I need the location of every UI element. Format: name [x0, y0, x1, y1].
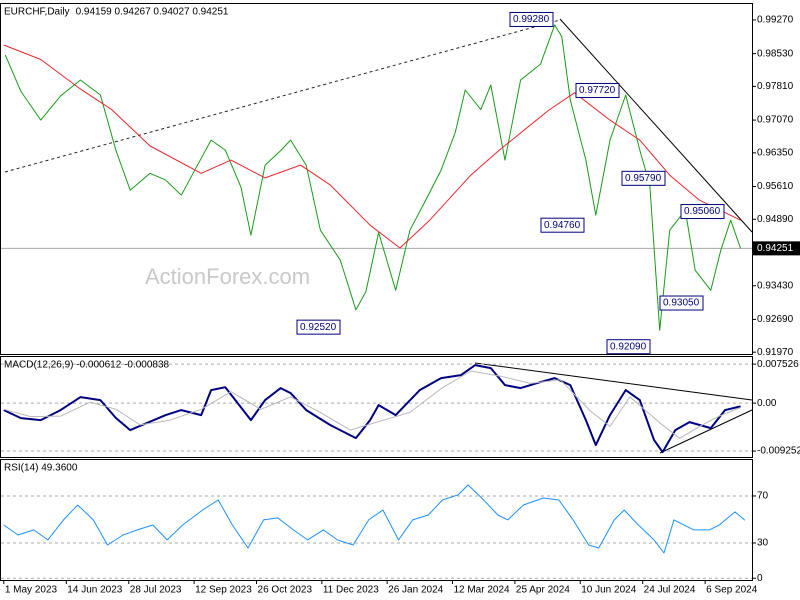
y-tick-label: 0.97810 [757, 81, 794, 92]
x-tick-label: 10 Jun 2024 [581, 585, 636, 596]
y-tick-label: 0.95610 [757, 181, 794, 192]
last-price-tag [753, 241, 800, 256]
y-tick-label: 0.96350 [757, 147, 794, 158]
price-label: 0.92520 [300, 322, 337, 333]
pane-title: MACD(12,26,9) -0.000612 -0.000838 [4, 360, 170, 371]
y-tick-label: 30 [757, 538, 769, 549]
x-tick-label: 25 Apr 2024 [516, 585, 570, 596]
price-label: 0.97720 [579, 85, 616, 96]
price-label-box [296, 319, 341, 335]
y-tick-label: 0.92690 [757, 314, 794, 325]
pane-title: RSI(14) 49.3600 [4, 463, 78, 474]
y-tick-label: 70 [757, 491, 769, 502]
y-tick-label: 0.98530 [757, 48, 794, 59]
price-label-box [575, 82, 620, 98]
price-label: 0.92090 [610, 341, 647, 352]
price-label: 0.94760 [544, 220, 581, 231]
macd-trend-line [659, 409, 753, 454]
x-tick-label: 1 May 2023 [5, 585, 58, 596]
watermark: ActionForex.com [145, 264, 310, 289]
x-tick-label: 12 Mar 2024 [453, 585, 510, 596]
y-tick-label: 0.99270 [757, 15, 794, 26]
x-tick-label: 14 Jun 2023 [67, 585, 122, 596]
x-tick-label: 12 Sep 2023 [195, 585, 252, 596]
price-label: 0.99280 [513, 14, 550, 25]
pane-title: EURCHF,Daily [4, 7, 70, 18]
indicator-line [3, 484, 746, 554]
rsi-pane [0, 459, 753, 581]
price-line [4, 24, 742, 331]
y-tick-label: 0.94890 [757, 214, 794, 225]
y-tick-label: 0.00 [757, 398, 777, 409]
price-label: 0.95060 [684, 206, 721, 217]
trend-line [559, 18, 753, 233]
y-tick-label: 0 [757, 573, 763, 584]
price-label-box [509, 11, 554, 27]
price-label-box [659, 295, 704, 311]
indicator-line [3, 44, 741, 249]
price-label-box [621, 170, 666, 186]
pane-subtitle: 0.94159 0.94267 0.94027 0.94251 [76, 7, 229, 18]
x-tick-label: 24 Jul 2024 [644, 585, 696, 596]
y-tick-label: 0.91970 [757, 347, 794, 358]
y-tick-label: 0.007526 [757, 359, 799, 370]
price-label-box [680, 204, 725, 220]
price-label-box [540, 217, 585, 233]
x-tick-label: 26 Jan 2024 [388, 585, 443, 596]
x-tick-label: 28 Jul 2023 [130, 585, 182, 596]
price-label: 0.93050 [663, 298, 700, 309]
y-tick-label: 0.93430 [757, 280, 794, 291]
indicator-line [3, 370, 741, 439]
price-label-box [606, 339, 651, 355]
x-tick-label: 6 Sep 2024 [706, 585, 758, 596]
y-tick-label: -0.009252 [757, 446, 800, 457]
y-tick-label: 0.97070 [757, 115, 794, 126]
x-tick-label: 26 Oct 2023 [258, 585, 313, 596]
price-label: 0.95790 [625, 173, 662, 184]
x-tick-label: 11 Dec 2023 [323, 585, 379, 596]
last-price-label: 0.94251 [757, 243, 794, 254]
macd-trend-line [474, 362, 753, 401]
